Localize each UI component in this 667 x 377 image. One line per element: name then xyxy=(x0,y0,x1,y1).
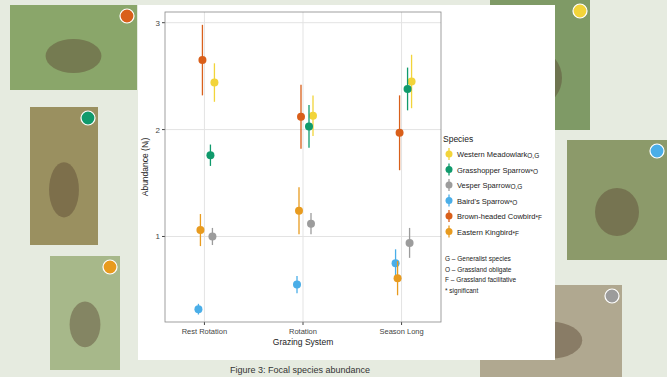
legend-note: * significant xyxy=(445,287,478,295)
photo xyxy=(567,140,667,260)
point xyxy=(305,122,313,130)
tick xyxy=(162,129,165,130)
legend-name: Eastern Kingbird xyxy=(457,228,512,237)
legend-name: Vesper Sparrow xyxy=(457,181,511,190)
tick-label: 3 xyxy=(156,19,161,28)
tick xyxy=(401,322,402,325)
legend-marker xyxy=(446,182,453,189)
legend-marker xyxy=(446,166,453,173)
tick-label: 1 xyxy=(156,232,161,241)
point xyxy=(208,232,216,240)
legend-name: Western Meadowlark xyxy=(457,150,528,159)
legend-note: F – Grassland facilitative xyxy=(445,276,517,283)
tick xyxy=(204,322,205,325)
legend-label: Brown-headed Cowbird*F xyxy=(457,212,542,221)
chart: 1 2 3 Rest Rotation Rotation Season Long Grazi… xyxy=(0,0,667,377)
y-label: Abundance (Nᵢ) xyxy=(140,138,150,197)
legend-label: Vesper SparrowO,G xyxy=(457,181,522,190)
tick-label: Season Long xyxy=(379,327,423,336)
photo-dot xyxy=(605,289,619,303)
grid-line xyxy=(303,12,304,322)
tick xyxy=(303,322,304,325)
point xyxy=(196,226,204,234)
tick-label: Rest Rotation xyxy=(182,327,227,336)
legend-note: G – Generalist species xyxy=(445,255,512,263)
legend-marker xyxy=(446,228,453,235)
legend-superscript: *O xyxy=(510,199,518,206)
marks xyxy=(194,25,415,315)
bird-shape xyxy=(49,162,79,217)
tick xyxy=(162,22,165,23)
point xyxy=(309,112,317,120)
point xyxy=(406,239,414,247)
point xyxy=(392,259,400,267)
legend-superscript: *F xyxy=(535,214,542,221)
legend-marker xyxy=(446,197,453,204)
point xyxy=(210,79,218,87)
point xyxy=(394,274,402,282)
legend-superscript: *F xyxy=(512,230,519,237)
legend-label: Eastern Kingbird*F xyxy=(457,228,519,237)
bird-shape xyxy=(46,39,102,73)
point xyxy=(408,77,416,85)
x-label: Grazing System xyxy=(273,337,333,347)
grid-line xyxy=(401,12,402,322)
point xyxy=(194,305,202,313)
point xyxy=(307,220,315,228)
point xyxy=(404,85,412,93)
point xyxy=(198,56,206,64)
legend-title: Species xyxy=(443,134,473,144)
photo-dot xyxy=(650,144,664,158)
plot-frame xyxy=(165,12,441,322)
legend-superscript: *O xyxy=(530,168,538,175)
point xyxy=(295,207,303,215)
tick-label: Rotation xyxy=(289,327,317,336)
photo-dot xyxy=(103,260,117,274)
legend-superscript: O,G xyxy=(510,183,522,190)
legend-note: O – Grassland obligate xyxy=(445,266,512,274)
legend-marker xyxy=(446,213,453,220)
point xyxy=(297,113,305,121)
photo xyxy=(30,107,98,245)
legend-label: Grasshopper Sparrow*O xyxy=(457,166,538,175)
bird-shape xyxy=(70,302,101,348)
legend-name: Brown-headed Cowbird xyxy=(457,212,535,221)
caption: Figure 3: Focal species abundance xyxy=(230,365,370,375)
legend-name: Baird's Sparrow xyxy=(457,197,510,206)
bird-shape xyxy=(595,188,639,236)
point xyxy=(396,129,404,137)
photo-dot xyxy=(81,111,95,125)
tick-label: 2 xyxy=(156,126,161,135)
legend-label: Western MeadowlarkO,G xyxy=(457,150,539,159)
legend-marker xyxy=(446,151,453,158)
point xyxy=(293,281,301,289)
tick xyxy=(162,236,165,237)
legend-superscript: O,G xyxy=(527,152,539,159)
photo xyxy=(10,5,137,90)
panel xyxy=(138,5,555,360)
photo xyxy=(50,256,120,370)
photo-dot xyxy=(573,4,587,18)
legend-label: Baird's Sparrow*O xyxy=(457,197,517,206)
point xyxy=(206,151,214,159)
legend-name: Grasshopper Sparrow xyxy=(457,166,531,175)
photo-dot xyxy=(120,9,134,23)
